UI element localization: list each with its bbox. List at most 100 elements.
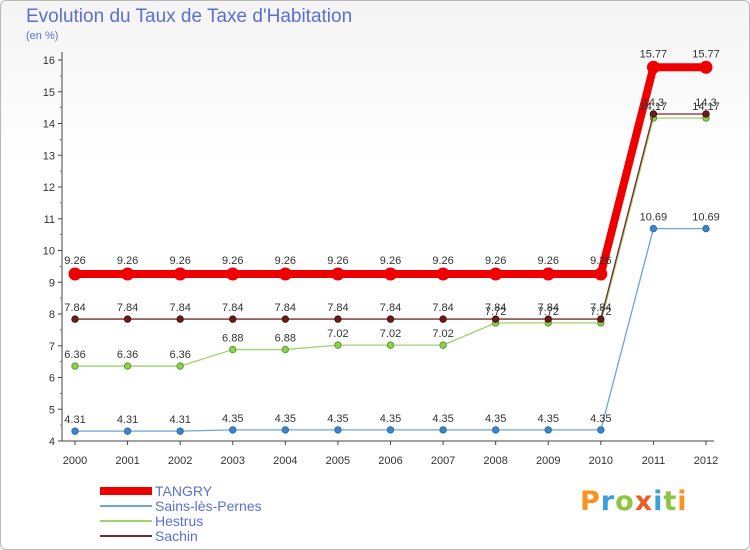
- logo-letter: x: [634, 486, 654, 517]
- data-label-sachin: 7.84: [222, 302, 243, 314]
- data-point-tangry: [278, 267, 292, 281]
- data-label-tangry: 9.26: [380, 255, 401, 267]
- data-point-hestrus: [439, 341, 447, 349]
- data-point-hestrus: [71, 362, 79, 370]
- y-tick-label: 6: [49, 373, 55, 385]
- y-tick-label: 8: [49, 309, 55, 321]
- y-tick-label: 5: [49, 404, 55, 416]
- data-label-sains-l-s-pernes: 4.35: [222, 413, 243, 425]
- x-tick-label: 2012: [694, 455, 718, 467]
- x-tick-label: 2000: [63, 455, 87, 467]
- data-label-sains-l-s-pernes: 4.35: [432, 413, 453, 425]
- data-point-sains-l-s-pernes: [702, 224, 710, 233]
- data-label-tangry: 15.77: [640, 48, 668, 60]
- data-label-tangry: 15.77: [692, 48, 720, 60]
- data-point-tangry: [226, 267, 240, 281]
- data-point-sains-l-s-pernes: [123, 427, 132, 435]
- data-label-sachin: 7.84: [117, 302, 138, 314]
- data-label-tangry: 9.26: [485, 255, 506, 267]
- data-label-hestrus: 6.36: [64, 349, 85, 361]
- data-label-tangry: 9.26: [432, 255, 453, 267]
- data-point-sachin: [176, 315, 184, 323]
- data-label-tangry: 9.26: [222, 255, 243, 267]
- data-point-sains-l-s-pernes: [386, 426, 395, 434]
- proxiti-logo: Proxiti: [580, 486, 688, 517]
- data-point-sains-l-s-pernes: [281, 426, 290, 434]
- data-point-hestrus: [281, 345, 290, 354]
- legend-label: TANGRY: [155, 483, 213, 499]
- legend-swatch: [100, 505, 152, 507]
- x-tick-label: 2001: [115, 455, 139, 467]
- data-label-tangry: 9.26: [169, 255, 190, 267]
- data-point-hestrus: [386, 341, 395, 349]
- data-point-sains-l-s-pernes: [649, 224, 658, 233]
- logo-letter: t: [663, 486, 678, 517]
- line-chart: 4 5 6 7 8 9 10 11 12 13 14 15 16 2000 2001 2002 2003 2004…: [43, 48, 720, 467]
- data-label-hestrus: 6.88: [222, 333, 243, 345]
- data-point-sachin: [123, 315, 132, 323]
- y-tick-label: 16: [43, 55, 55, 67]
- data-point-sains-l-s-pernes: [439, 426, 447, 434]
- data-label-tangry: 9.26: [275, 255, 296, 267]
- y-tick-label: 11: [44, 214, 55, 226]
- x-tick-label: 2004: [273, 455, 297, 467]
- data-label-hestrus: 14.17: [640, 101, 668, 113]
- data-label-hestrus: 7.02: [380, 328, 401, 340]
- logo-letter: r: [600, 486, 616, 517]
- x-tick-label: 2011: [642, 455, 666, 467]
- data-point-tangry: [173, 267, 187, 281]
- legend-item: Hestrus: [100, 514, 360, 529]
- data-label-hestrus: 7.02: [327, 328, 348, 340]
- data-label-sachin: 7.84: [275, 302, 296, 314]
- data-point-sachin: [544, 315, 552, 323]
- data-label-tangry: 9.26: [590, 255, 611, 267]
- x-tick-label: 2010: [589, 455, 613, 467]
- data-label-sains-l-s-pernes: 4.35: [327, 413, 348, 425]
- data-point-sains-l-s-pernes: [229, 426, 237, 434]
- data-point-tangry: [646, 60, 660, 74]
- data-point-sachin: [386, 315, 395, 323]
- data-label-sachin: 7.84: [169, 302, 190, 314]
- logo-letter: i: [653, 486, 664, 517]
- data-label-sachin: 7.84: [64, 302, 85, 314]
- logo-letter: i: [677, 486, 688, 517]
- data-label-tangry: 9.26: [117, 255, 138, 267]
- data-label-sachin: 7.84: [590, 302, 611, 314]
- x-tick-label: 2005: [326, 455, 350, 467]
- data-label-tangry: 9.26: [327, 255, 348, 267]
- data-point-hestrus: [334, 341, 342, 349]
- legend-swatch: [100, 487, 152, 495]
- data-label-sachin: 7.84: [432, 302, 453, 314]
- data-label-hestrus: 6.36: [169, 349, 190, 361]
- data-point-sachin: [491, 315, 500, 323]
- data-label-hestrus: 7.02: [432, 328, 453, 340]
- chart-subtitle: (en %): [26, 30, 59, 42]
- data-label-sachin: 14.3: [643, 97, 664, 109]
- data-label-hestrus: 7.72: [590, 306, 611, 318]
- y-tick-label: 14: [43, 119, 55, 131]
- y-tick-label: 12: [43, 182, 55, 194]
- data-label-sains-l-s-pernes: 4.35: [380, 413, 401, 425]
- data-label-sains-l-s-pernes: 4.35: [275, 413, 296, 425]
- x-tick-label: 2002: [168, 455, 192, 467]
- data-label-sains-l-s-pernes: 4.31: [169, 414, 190, 426]
- data-point-tangry: [594, 267, 608, 281]
- x-tick-label: 2006: [378, 455, 402, 467]
- legend-label: Sains-lès-Pernes: [155, 498, 262, 514]
- data-label-sachin: 14.3: [695, 97, 716, 109]
- data-label-sains-l-s-pernes: 10.69: [692, 212, 720, 224]
- data-point-sachin: [439, 315, 447, 323]
- legend-item: Sachin: [100, 529, 360, 544]
- series-line-tangry: [75, 63, 706, 278]
- data-point-tangry: [541, 267, 555, 281]
- legend-swatch: [100, 520, 152, 522]
- data-point-tangry: [68, 267, 82, 281]
- data-point-sachin: [229, 315, 237, 323]
- y-tick-label: 15: [43, 87, 55, 99]
- data-point-tangry: [331, 267, 345, 281]
- x-tick-label: 2009: [536, 455, 560, 467]
- data-label-sachin: 7.84: [380, 302, 401, 314]
- data-label-sachin: 7.84: [327, 302, 348, 314]
- data-point-sains-l-s-pernes: [544, 426, 552, 434]
- data-point-hestrus: [123, 362, 132, 370]
